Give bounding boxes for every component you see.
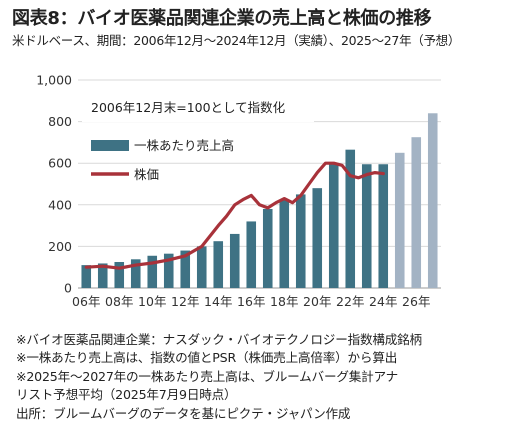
footnote-2: ※一株あたり売上高は、指数の値とPSR（株価売上高倍率）から算出 bbox=[16, 350, 398, 366]
revenue-bar bbox=[411, 137, 422, 288]
line-series bbox=[84, 161, 385, 270]
annotation-box bbox=[82, 92, 314, 122]
footnote-1: ※バイオ医薬品関連企業：ナスダック・バイオテクノロジー指数構成銘柄 bbox=[16, 332, 422, 347]
footnote-3a: ※2025年～2027年の一株あたり売上高は、ブルームバーグ集計アナ bbox=[16, 368, 399, 384]
revenue-bar bbox=[427, 113, 438, 288]
revenue-bar bbox=[394, 152, 405, 288]
revenue-bar bbox=[114, 262, 125, 288]
chart-title: 図表8：バイオ医薬品関連企業の売上高と株価の推移 bbox=[12, 8, 432, 29]
x-tick-label: 26年 bbox=[402, 294, 430, 309]
revenue-bar bbox=[312, 188, 323, 288]
revenue-bar bbox=[328, 164, 339, 288]
x-tick-label: 06年 bbox=[72, 294, 100, 309]
revenue-bar bbox=[163, 253, 174, 288]
stock-price-line bbox=[84, 161, 385, 270]
y-tick-label: 0 bbox=[64, 281, 72, 296]
x-tick-label: 16年 bbox=[237, 294, 265, 309]
revenue-bar bbox=[97, 263, 108, 288]
footnote-source: 出所：ブルームバーグのデータを基にピクテ・ジャパン作成 bbox=[16, 405, 351, 421]
revenue-bar bbox=[279, 199, 290, 288]
revenue-bar bbox=[378, 164, 389, 288]
revenue-bar bbox=[130, 259, 141, 288]
revenue-bar bbox=[180, 250, 191, 288]
y-tick-label: 800 bbox=[48, 114, 72, 129]
y-tick-label: 400 bbox=[48, 197, 72, 212]
revenue-bar bbox=[345, 149, 356, 288]
y-tick-label: 600 bbox=[48, 156, 72, 171]
revenue-bar bbox=[229, 233, 240, 288]
chart-subtitle: 米ドルベース、期間：2006年12月～2024年12月（実績）、2025～27年… bbox=[12, 33, 461, 48]
revenue-bar bbox=[246, 221, 257, 288]
revenue-bar bbox=[213, 241, 224, 288]
revenue-bar bbox=[295, 194, 306, 288]
x-tick-label: 22年 bbox=[336, 294, 364, 309]
revenue-bar bbox=[361, 164, 372, 288]
x-tick-label: 18年 bbox=[270, 294, 298, 309]
x-tick-label: 12年 bbox=[171, 294, 199, 309]
y-tick-label: 200 bbox=[48, 239, 72, 254]
x-tick-label: 24年 bbox=[369, 294, 397, 309]
legend: 2006年12月末=100として指数化 一株あたり売上高 株価 bbox=[82, 92, 314, 182]
y-axis: 0 200 400 600 800 1,000 bbox=[36, 73, 72, 296]
revenue-bar bbox=[81, 265, 92, 288]
x-axis: 06年 08年 10年 12年 14年 16年 18年 20年 22年 24年 26年 bbox=[72, 294, 430, 309]
revenue-bar bbox=[262, 208, 273, 288]
x-tick-label: 14年 bbox=[204, 294, 232, 309]
legend-label-price: 株価 bbox=[134, 167, 159, 182]
x-tick-label: 08年 bbox=[105, 294, 133, 309]
footnote-3b: リスト予想平均（2025年7月9日時点） bbox=[16, 387, 237, 403]
x-tick-label: 10年 bbox=[138, 294, 166, 309]
index-annotation: 2006年12月末=100として指数化 bbox=[91, 100, 286, 115]
footnotes: ※バイオ医薬品関連企業：ナスダック・バイオテクノロジー指数構成銘柄 ※一株あたり… bbox=[16, 331, 521, 423]
legend-swatch-bar bbox=[91, 140, 129, 151]
y-tick-label: 1,000 bbox=[36, 73, 72, 88]
revenue-bar bbox=[147, 255, 158, 288]
revenue-bar bbox=[196, 246, 207, 288]
x-tick-label: 20年 bbox=[303, 294, 331, 309]
legend-label-revenue: 一株あたり売上高 bbox=[134, 138, 234, 153]
bar-series bbox=[81, 113, 438, 288]
